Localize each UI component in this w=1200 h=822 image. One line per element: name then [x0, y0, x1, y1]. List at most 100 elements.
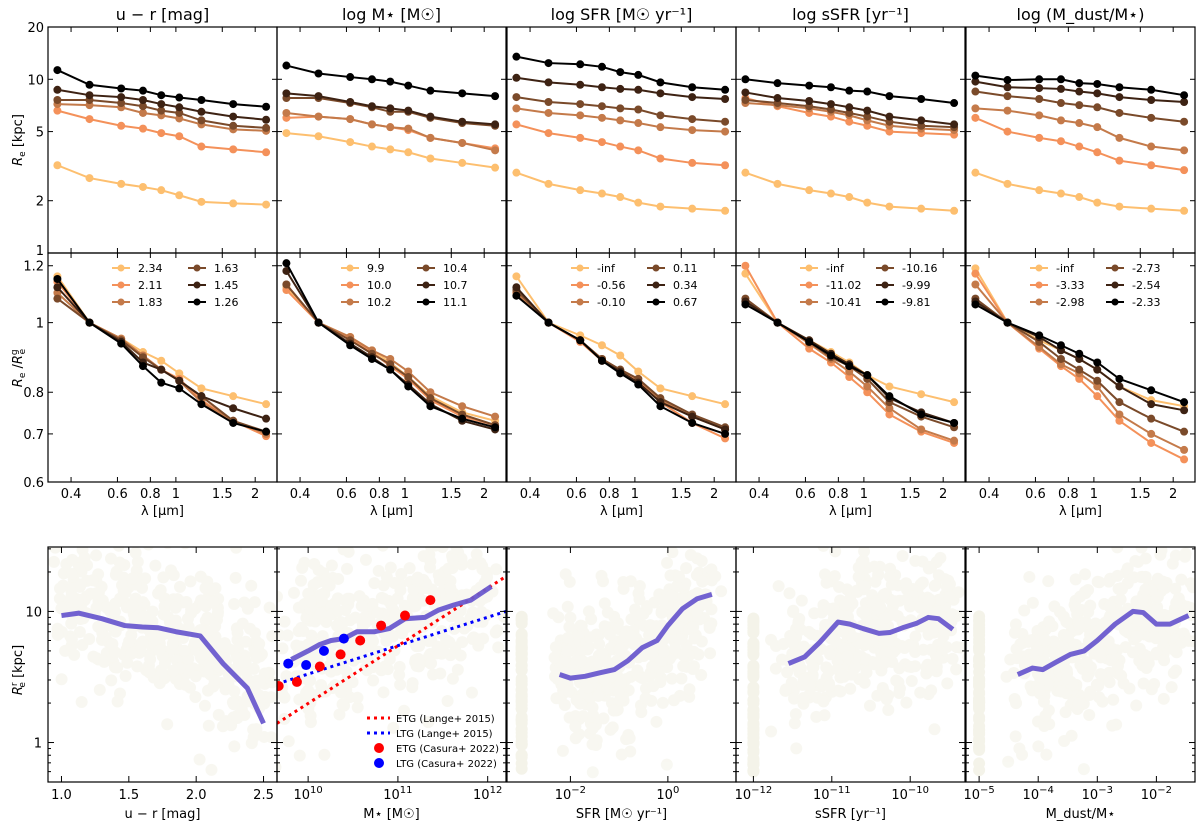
scatter-point — [1060, 687, 1073, 700]
data-point — [314, 318, 323, 327]
series--2.33 — [971, 71, 1189, 100]
scatter-point — [1102, 575, 1115, 588]
scatter-point — [133, 646, 146, 659]
y-tick-label: 1 — [34, 737, 42, 752]
scatter-point — [1133, 654, 1146, 667]
scatter-point — [229, 571, 242, 584]
scatter-point — [131, 609, 144, 622]
scatter-point — [455, 552, 468, 565]
data-point — [544, 98, 553, 107]
scatter-point — [1093, 646, 1106, 659]
scatter-point — [1031, 651, 1044, 664]
x-tick-label: 1.5 — [212, 487, 233, 502]
scatter-point — [316, 630, 329, 643]
scatter-point — [1108, 646, 1121, 659]
scatter-point — [858, 639, 871, 652]
scatter-point — [1065, 625, 1078, 638]
scatter-point — [973, 696, 986, 709]
scatter-point — [943, 578, 956, 591]
etg-casura-point — [425, 595, 436, 606]
scatter-point — [612, 685, 625, 698]
scatter-point — [515, 723, 528, 736]
scatter-point — [680, 645, 693, 658]
scatter-point — [374, 607, 387, 620]
scatter-point — [1017, 650, 1030, 663]
y-tick-label: 2 — [36, 195, 44, 210]
scatter-point — [625, 627, 638, 640]
scatter-point — [415, 656, 428, 669]
data-point — [971, 300, 980, 309]
scatter-point — [643, 629, 656, 642]
data-point — [1035, 95, 1044, 104]
legend-label: -9.81 — [902, 296, 930, 309]
scatter-point — [878, 634, 891, 647]
column-3: log sSFR [yr⁻¹]0.4 0.6 0.8 1 1.5 2λ [μm]-inf-… — [735, 5, 966, 519]
scatter-point — [1051, 684, 1064, 697]
scatter-point — [556, 744, 569, 757]
scatter-point — [1070, 680, 1083, 693]
scatter-point — [389, 609, 402, 622]
scatter-point — [1126, 646, 1139, 659]
data-point — [1180, 206, 1189, 215]
scatter-point — [1103, 666, 1116, 679]
scatter-point — [709, 570, 722, 583]
scatter-point — [208, 674, 221, 687]
scatter-point — [747, 724, 760, 737]
scatter-point — [100, 601, 113, 614]
scatter-point — [822, 665, 835, 678]
scatter-point — [667, 694, 680, 707]
scatter-point — [1168, 643, 1181, 656]
scatter-point — [583, 683, 596, 696]
scatter-point — [379, 660, 392, 673]
scatter-point — [515, 683, 528, 696]
scatter-point — [973, 757, 986, 770]
scatter-point — [367, 606, 380, 619]
scatter-point — [837, 602, 850, 615]
scatter-point — [973, 735, 986, 748]
scatter-point — [349, 611, 362, 624]
scatter-point — [1157, 525, 1169, 537]
data-point — [346, 73, 355, 82]
scatter-point — [1048, 680, 1061, 693]
scatter-point — [447, 587, 460, 600]
scatter-point — [1043, 667, 1056, 680]
x-tick-label: 1010 — [293, 785, 322, 803]
data-point — [741, 300, 750, 309]
scatter-point — [827, 607, 840, 620]
scatter-point — [611, 697, 624, 710]
legend-entry: 9.9 — [341, 262, 385, 275]
scatter-point — [427, 668, 440, 681]
scatter-point — [1064, 676, 1077, 689]
legend-entry: -9.99 — [876, 279, 930, 292]
data-point — [950, 206, 959, 215]
scatter-point — [1118, 624, 1131, 637]
data-point — [262, 200, 271, 209]
scatter-point — [593, 682, 606, 695]
scatter-point — [930, 556, 943, 569]
data-point — [1147, 113, 1156, 122]
scatter-point — [886, 656, 899, 669]
scatter-point — [515, 628, 528, 641]
scatter-point — [171, 593, 184, 606]
scatter-point — [797, 673, 810, 686]
scatter-point — [747, 765, 760, 778]
scatter-point — [359, 662, 372, 675]
scatter-point — [790, 631, 803, 644]
scatter-point — [950, 641, 963, 654]
scatter-point — [331, 619, 344, 632]
data-point — [314, 112, 323, 121]
scatter-point — [376, 607, 389, 620]
scatter-point — [367, 635, 380, 648]
scatter-point — [655, 654, 668, 667]
scatter-point — [1042, 704, 1055, 717]
scatter-point — [1039, 709, 1052, 722]
scatter-point — [202, 719, 215, 732]
scatter-point — [820, 576, 833, 589]
scatter-point — [76, 639, 89, 652]
scatter-point — [605, 697, 618, 710]
scatter-point — [922, 628, 935, 641]
scatter-point — [328, 597, 341, 610]
scatter-point — [1151, 607, 1164, 620]
scatter-point — [698, 597, 711, 610]
legend-label: 1.83 — [138, 296, 163, 309]
